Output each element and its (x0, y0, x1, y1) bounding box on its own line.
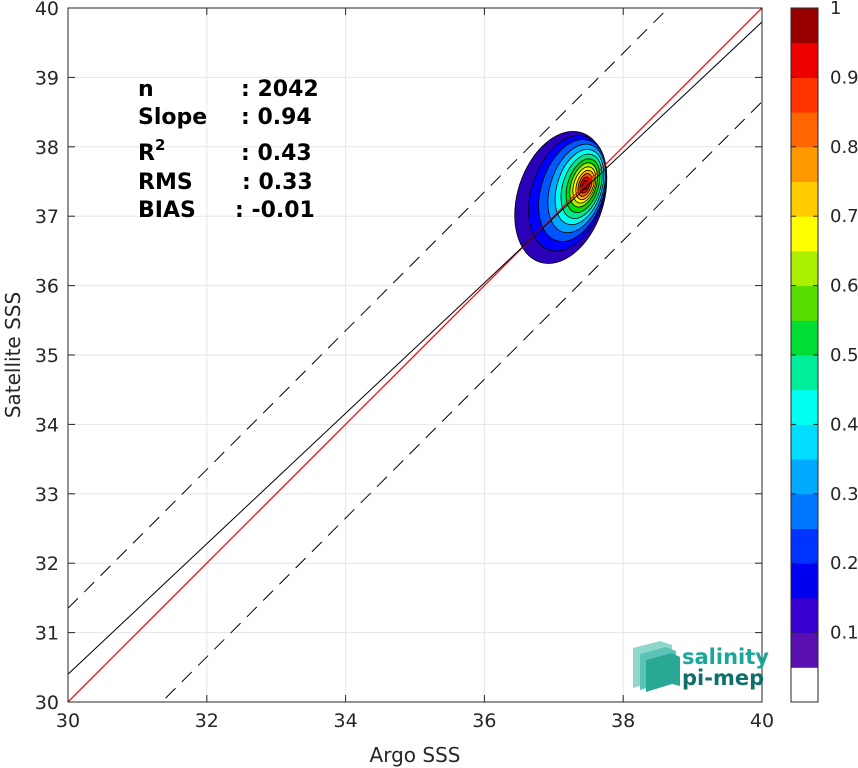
x-tick-label: 32 (195, 710, 219, 732)
x-tick-label: 34 (334, 710, 358, 732)
logo-line1: salinity (682, 645, 769, 669)
colorbar-band (791, 493, 818, 529)
colorbar-label: 0.9 (830, 67, 858, 88)
regression-line (68, 21, 762, 675)
colorbar-band (791, 459, 818, 495)
x-tick-label: 36 (472, 710, 496, 732)
colorbar-band (791, 389, 818, 425)
colorbar-label: 1 (830, 0, 841, 19)
colorbar-band (791, 285, 818, 321)
y-tick-label: 31 (35, 623, 59, 645)
salinity-pi-mep-logo: salinity pi-mep (633, 641, 769, 692)
stat-value: : -0.01 (235, 198, 315, 223)
colorbar-band (791, 667, 818, 703)
colorbar-label: 0.4 (830, 414, 858, 435)
colorbar (791, 8, 818, 703)
stat-value: : 0.43 (241, 141, 312, 166)
colorbar-band (791, 146, 818, 182)
stat-value: : 2042 (241, 77, 319, 102)
colorbar-band (791, 632, 818, 668)
colorbar-band (791, 42, 818, 78)
one-to-one-line (68, 8, 762, 702)
y-tick-label: 36 (35, 276, 59, 298)
y-tick-label: 34 (35, 414, 59, 436)
colorbar-label: 0.3 (830, 484, 858, 505)
colorbar-band (791, 8, 818, 44)
y-tick-label: 38 (35, 137, 59, 159)
colorbar-label: 0.1 (830, 623, 858, 644)
upper-bound-line (68, 8, 670, 609)
lower-bound-line (160, 101, 762, 702)
stat-value: : 0.94 (241, 105, 312, 130)
colorbar-label: 0.7 (830, 206, 858, 227)
colorbar-band (791, 216, 818, 252)
colorbar-band (791, 320, 818, 356)
stat-label: RMS (138, 170, 193, 195)
y-tick-label: 40 (35, 0, 59, 20)
y-tick-label: 32 (35, 553, 59, 575)
colorbar-band (791, 250, 818, 287)
y-tick-label: 30 (35, 692, 59, 714)
x-axis-title: Argo SSS (370, 743, 461, 767)
stat-label-superscript: 2 (155, 136, 165, 154)
colorbar-band (791, 528, 818, 564)
colorbar-label: 0.2 (830, 553, 858, 574)
colorbar-labels: 0.1 0.2 0.3 0.4 0.5 0.6 0.7 0.8 0.9 1 (791, 0, 858, 644)
colorbar-band (791, 181, 818, 217)
stat-label: BIAS (138, 198, 196, 223)
y-tick-label: 39 (35, 67, 59, 89)
density-contours (514, 131, 608, 264)
y-axis-title: Satellite SSS (1, 292, 25, 418)
colorbar-label: 0.6 (830, 276, 858, 297)
colorbar-label: 0.5 (830, 345, 858, 366)
colorbar-band (791, 355, 818, 391)
stat-value: : 0.33 (242, 170, 313, 195)
colorbar-band (791, 112, 818, 148)
stat-label: Slope (138, 105, 207, 130)
logo-line2: pi-mep (682, 666, 764, 690)
colorbar-band (791, 424, 818, 460)
logo-wave-icon (633, 641, 680, 692)
colorbar-band (791, 597, 818, 634)
grid (67, 7, 763, 703)
y-axis-ticks: 30 31 32 33 34 35 36 37 38 39 40 (35, 0, 762, 714)
colorbar-band (791, 563, 818, 599)
x-tick-label: 40 (750, 710, 774, 732)
y-tick-label: 37 (35, 206, 59, 228)
x-axis-ticks: 30 32 34 36 38 40 (56, 8, 774, 732)
colorbar-label: 0.8 (830, 137, 858, 158)
reference-lines (68, 8, 762, 702)
stat-label: n (138, 77, 154, 102)
colorbar-band (791, 77, 818, 113)
y-tick-label: 33 (35, 484, 59, 506)
x-tick-label: 30 (56, 710, 80, 732)
x-tick-label: 38 (611, 710, 635, 732)
y-tick-label: 35 (35, 345, 59, 367)
